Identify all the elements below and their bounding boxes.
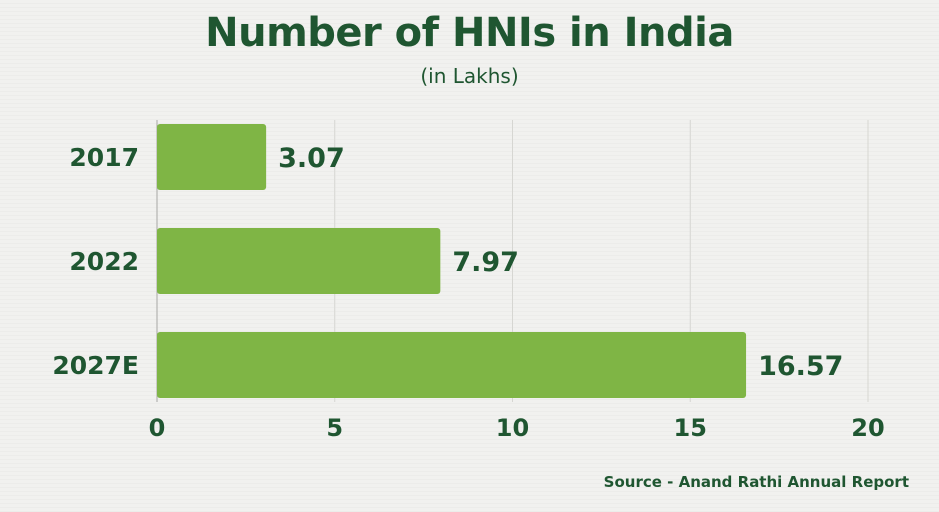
source-note: Source - Anand Rathi Annual Report	[603, 473, 909, 491]
value-label: 7.97	[452, 247, 519, 278]
bar-2027e	[157, 332, 747, 398]
x-tick-label: 5	[326, 414, 343, 442]
bar-2022	[157, 228, 441, 294]
value-label: 3.07	[278, 143, 345, 174]
chart-subtitle: (in Lakhs)	[420, 64, 519, 88]
category-label: 2017	[69, 143, 139, 172]
x-tick-label: 0	[149, 414, 166, 442]
bar-2017	[157, 124, 267, 190]
x-tick-label: 20	[851, 414, 884, 442]
value-label: 16.57	[758, 351, 843, 382]
chart-title: Number of HNIs in India	[205, 10, 734, 56]
category-label: 2027E	[52, 351, 139, 380]
x-tick-label: 15	[674, 414, 707, 442]
category-label: 2022	[69, 247, 139, 276]
x-tick-label: 10	[496, 414, 529, 442]
labels: 0 5 10 15 20 2017 3.07 2022 7.97 2027E 16.57	[52, 143, 884, 442]
bars	[157, 124, 747, 398]
